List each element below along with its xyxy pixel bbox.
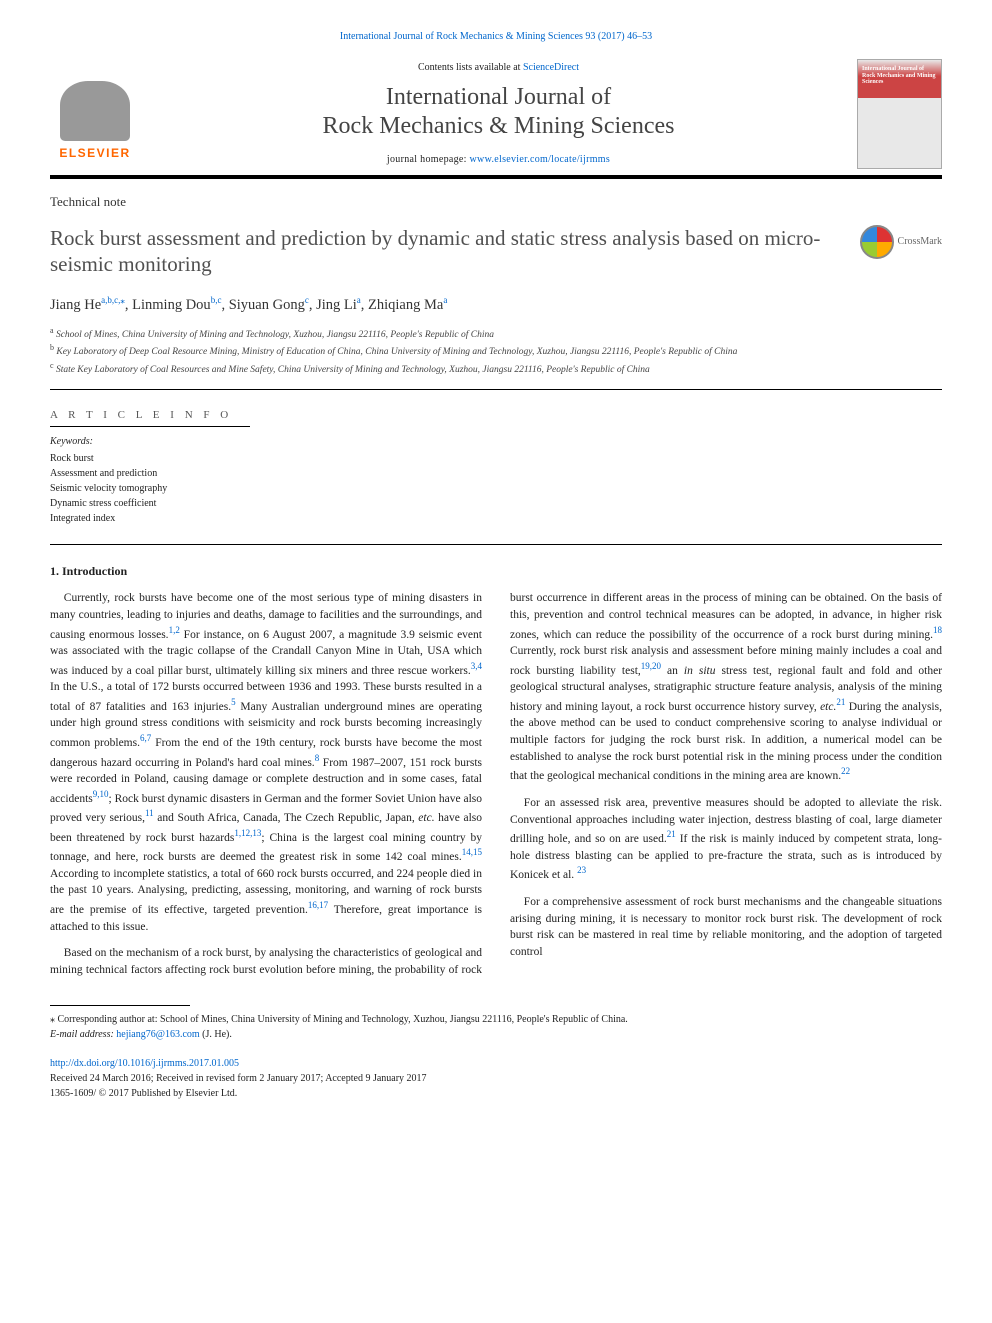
email-author: (J. He). (202, 1029, 232, 1040)
homepage-link[interactable]: www.elsevier.com/locate/ijrmms (470, 154, 611, 165)
article-info: A R T I C L E I N F O Keywords: Rock bur… (50, 408, 942, 526)
crossmark-icon (860, 225, 894, 259)
email-label: E-mail address: (50, 1029, 114, 1040)
affiliations: a School of Mines, China University of M… (50, 325, 942, 377)
introduction-section: 1. Introduction Currently, rock bursts h… (50, 563, 942, 978)
elsevier-tree-icon (60, 81, 130, 141)
doi-link[interactable]: http://dx.doi.org/10.1016/j.ijrmms.2017.… (50, 1058, 239, 1069)
article-title: Rock burst assessment and prediction by … (50, 225, 830, 278)
elsevier-logo[interactable]: ELSEVIER (50, 67, 140, 162)
rule (50, 389, 942, 390)
journal-name: International Journal of Rock Mechanics … (160, 83, 837, 141)
footnote-rule (50, 1005, 190, 1006)
article-type: Technical note (50, 193, 942, 211)
author-list: Jiang Hea,b,c,⁎, Linming Doub,c, Siyuan … (50, 294, 942, 315)
sciencedirect-link[interactable]: ScienceDirect (523, 62, 579, 73)
journal-cover-thumbnail[interactable]: International Journal of Rock Mechanics … (857, 59, 942, 169)
article-info-heading: A R T I C L E I N F O (50, 408, 942, 427)
elsevier-text: ELSEVIER (59, 145, 130, 162)
journal-header: ELSEVIER Contents lists available at Sci… (50, 59, 942, 169)
corresponding-author: ⁎ Corresponding author at: School of Min… (50, 1012, 942, 1027)
contents-list-line: Contents lists available at ScienceDirec… (160, 61, 837, 75)
keywords-list: Rock burstAssessment and predictionSeism… (50, 451, 942, 526)
section-heading: 1. Introduction (50, 563, 942, 580)
doi-block: http://dx.doi.org/10.1016/j.ijrmms.2017.… (50, 1056, 942, 1101)
footnote-block: ⁎ Corresponding author at: School of Min… (50, 1012, 942, 1042)
received-dates: Received 24 March 2016; Received in revi… (50, 1073, 427, 1084)
copyright: 1365-1609/ © 2017 Published by Elsevier … (50, 1088, 237, 1099)
journal-top-link[interactable]: International Journal of Rock Mechanics … (50, 30, 942, 44)
body-text: Currently, rock bursts have become one o… (50, 590, 942, 978)
journal-homepage: journal homepage: www.elsevier.com/locat… (160, 153, 837, 167)
crossmark-badge[interactable]: CrossMark (860, 225, 942, 259)
email-link[interactable]: hejiang76@163.com (116, 1029, 199, 1040)
header-rule (50, 175, 942, 179)
rule (50, 544, 942, 545)
keywords-label: Keywords: (50, 435, 942, 449)
